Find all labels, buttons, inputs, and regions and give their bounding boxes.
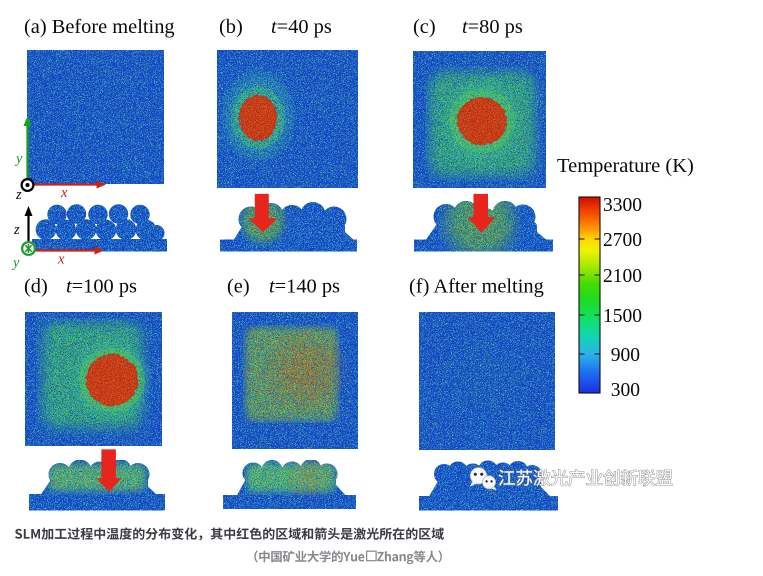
svg-text:t=80 ps: t=80 ps (462, 16, 523, 38)
svg-text:300: 300 (611, 380, 640, 401)
svg-text:y: y (14, 151, 23, 167)
svg-text:t=100 ps: t=100 ps (66, 275, 137, 297)
svg-text:(b): (b) (219, 16, 243, 38)
svg-text:1500: 1500 (603, 306, 642, 327)
svg-text:y: y (11, 255, 20, 271)
svg-text:(e): (e) (227, 275, 250, 297)
svg-text:x: x (57, 252, 65, 268)
svg-text:900: 900 (611, 345, 640, 366)
svg-text:2100: 2100 (603, 266, 642, 287)
svg-text:3300: 3300 (603, 195, 642, 216)
svg-text:(d): (d) (24, 275, 48, 297)
svg-text:z: z (13, 222, 20, 238)
svg-text:t=40 ps: t=40 ps (271, 16, 332, 38)
svg-text:(c): (c) (413, 16, 436, 38)
svg-text:z: z (15, 187, 22, 203)
svg-text:2700: 2700 (603, 230, 642, 251)
svg-text:(a) Before melting: (a) Before melting (24, 16, 175, 38)
svg-text:t=140 ps: t=140 ps (269, 275, 340, 297)
svg-text:x: x (60, 185, 68, 201)
svg-text:Temperature (K): Temperature (K) (557, 155, 694, 177)
svg-text:(f) After melting: (f) After melting (409, 275, 544, 297)
